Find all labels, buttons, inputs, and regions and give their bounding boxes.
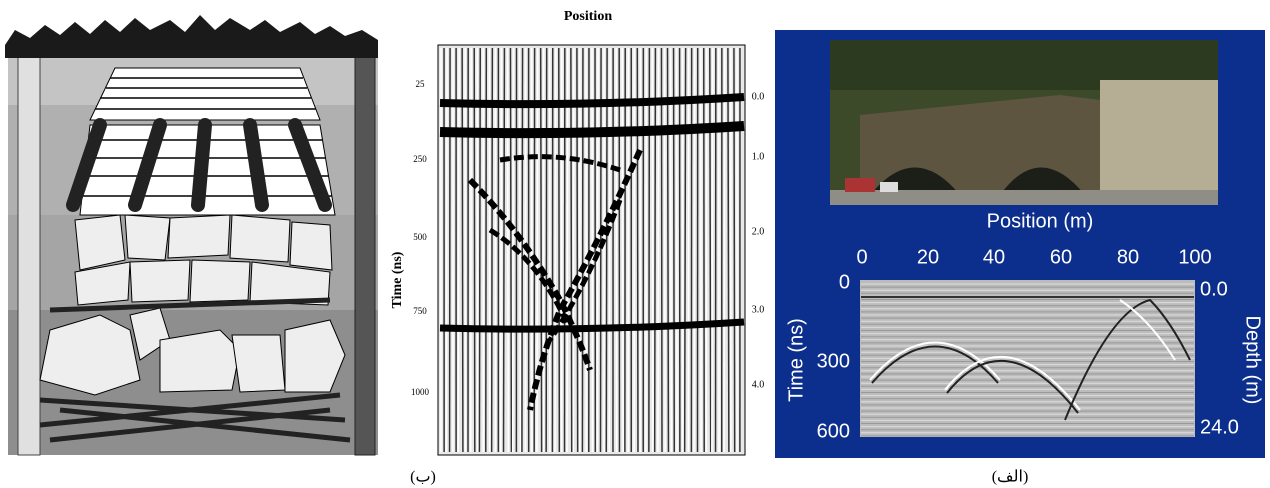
y-tick-label: 500 bbox=[413, 232, 427, 242]
caption: (ب) bbox=[410, 469, 436, 486]
trace bbox=[445, 47, 448, 453]
y2-tick-label: 2.0 bbox=[752, 226, 765, 237]
trace bbox=[599, 47, 602, 453]
trace bbox=[490, 47, 494, 453]
x-tick-label: 80 bbox=[1117, 246, 1139, 268]
trace bbox=[478, 47, 482, 453]
trace bbox=[608, 47, 611, 453]
trace bbox=[709, 47, 712, 453]
trace bbox=[566, 47, 569, 453]
y2-tick-label: 1.0 bbox=[752, 151, 765, 162]
trace bbox=[672, 47, 676, 453]
caption: (الف) bbox=[992, 469, 1029, 486]
trace bbox=[648, 47, 651, 453]
y2-tick-label: 0.0 bbox=[1200, 278, 1228, 300]
trace bbox=[653, 47, 657, 453]
trace bbox=[473, 47, 476, 453]
trace bbox=[596, 47, 599, 453]
trace bbox=[554, 47, 557, 453]
road-diagram bbox=[5, 15, 378, 456]
trace bbox=[621, 47, 624, 453]
x-tick-label: 20 bbox=[917, 246, 939, 268]
trace bbox=[683, 47, 687, 453]
hyperbola bbox=[467, 177, 593, 371]
x-tick-label: 0 bbox=[856, 246, 867, 268]
y2-tick-label: 4.0 bbox=[752, 379, 765, 390]
trace bbox=[539, 47, 543, 453]
trace bbox=[485, 47, 488, 453]
hyperbola bbox=[944, 355, 1081, 411]
trace bbox=[660, 47, 663, 453]
reflector bbox=[439, 318, 745, 333]
hyperbola bbox=[946, 359, 1079, 414]
y-tick-label: 750 bbox=[413, 306, 427, 316]
y-axis-label: Time (ns) bbox=[390, 251, 405, 308]
trace bbox=[693, 47, 696, 453]
reflector bbox=[439, 121, 745, 139]
radargram-right bbox=[860, 280, 1195, 437]
trace bbox=[636, 47, 639, 453]
x-tick-label: 100 bbox=[1178, 246, 1211, 268]
x-axis-label: Position (m) bbox=[987, 210, 1094, 232]
hyperbola bbox=[1064, 298, 1191, 421]
trace bbox=[461, 47, 464, 453]
hyperbola bbox=[1119, 299, 1176, 361]
y-tick-label: 600 bbox=[817, 420, 850, 442]
hyperbola bbox=[871, 345, 999, 384]
trace bbox=[572, 47, 575, 453]
right-panel bbox=[775, 30, 1265, 458]
trace bbox=[506, 47, 510, 453]
trace bbox=[605, 47, 608, 453]
y-tick-label: 0 bbox=[839, 271, 850, 293]
y-axis-label: Time (ns) bbox=[785, 318, 807, 402]
trace bbox=[727, 47, 730, 453]
y2-tick-label: 3.0 bbox=[752, 304, 765, 315]
x-axis-label: Position bbox=[564, 9, 612, 24]
trace bbox=[723, 47, 726, 453]
trace bbox=[502, 47, 506, 453]
trace bbox=[711, 47, 714, 453]
trace bbox=[558, 47, 561, 453]
trace bbox=[457, 47, 460, 453]
trace bbox=[669, 47, 673, 453]
hyperbola bbox=[547, 199, 623, 342]
trace bbox=[581, 47, 584, 453]
trace bbox=[545, 47, 548, 453]
trace bbox=[663, 47, 666, 453]
trace bbox=[570, 47, 573, 453]
radargram-middle bbox=[437, 44, 746, 456]
y-tick-label: 25 bbox=[416, 79, 426, 89]
trace bbox=[666, 47, 670, 453]
y2-tick-label: 0.0 bbox=[752, 91, 765, 102]
trace bbox=[448, 47, 451, 453]
trace bbox=[576, 47, 579, 453]
reflector bbox=[439, 93, 745, 109]
trace bbox=[536, 47, 539, 453]
trace bbox=[733, 47, 736, 453]
y-tick-label: 300 bbox=[817, 350, 850, 372]
x-tick-label: 40 bbox=[983, 246, 1005, 268]
trace bbox=[509, 47, 513, 453]
x-tick-label: 60 bbox=[1050, 246, 1072, 268]
hyperbola bbox=[499, 154, 621, 173]
y-tick-label: 250 bbox=[413, 154, 427, 164]
trace bbox=[521, 47, 524, 453]
y2-tick-label: 24.0 bbox=[1200, 416, 1239, 438]
trace bbox=[591, 47, 594, 453]
hyperbola bbox=[527, 148, 643, 411]
trace bbox=[500, 47, 503, 453]
y2-axis-label: Depth (m) bbox=[1242, 316, 1264, 405]
y-tick-label: 1000 bbox=[411, 387, 430, 397]
